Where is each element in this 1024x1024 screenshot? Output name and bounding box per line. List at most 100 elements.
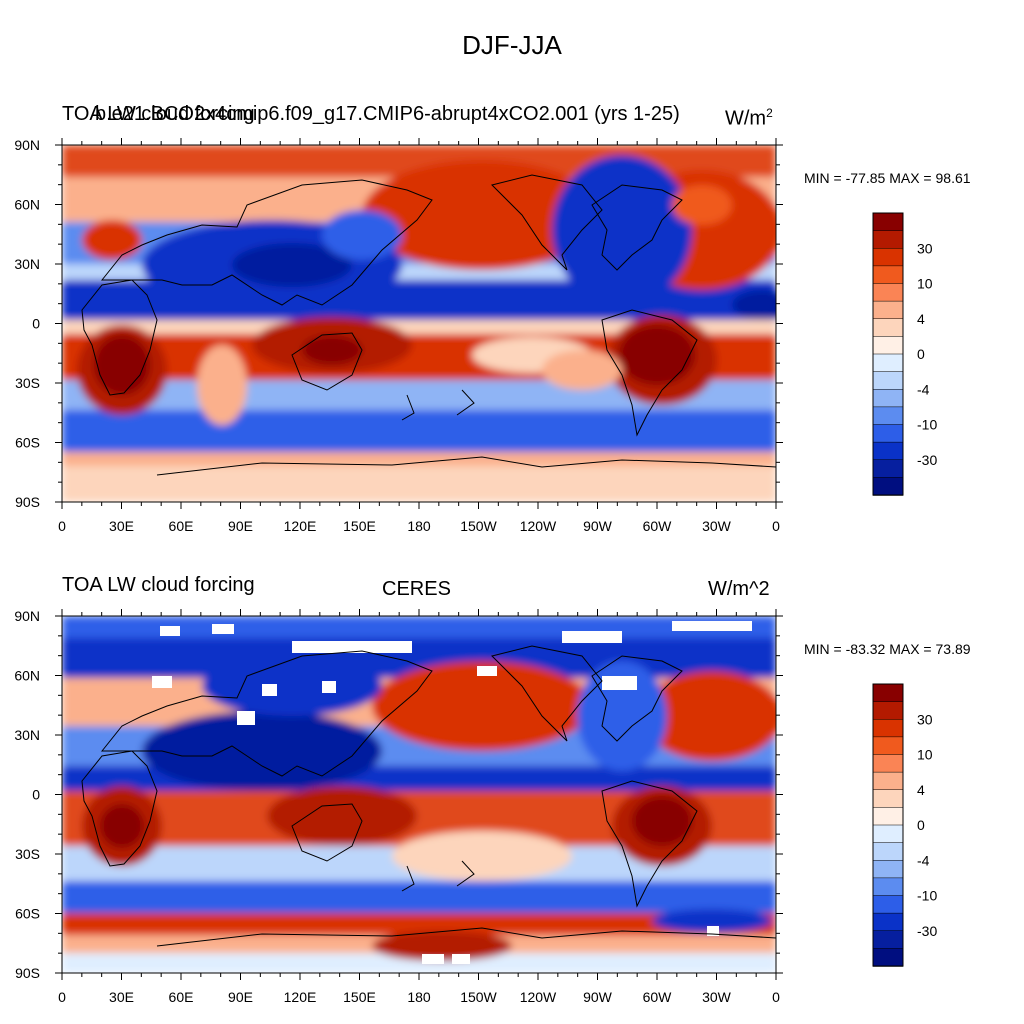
colorbar-label: -30 [917, 452, 937, 468]
x-tick-label: 90E [228, 518, 253, 534]
colorbar-box [872, 406, 904, 426]
colorbar-box [872, 824, 904, 844]
colorbar-box [872, 318, 904, 338]
x-tick-label: 180 [407, 989, 431, 1005]
panel2-field [62, 616, 776, 973]
map-panel-1: 0 30E 60E 90E 120E 150E 180 150W 120W 90W 60W 30W 0 9… [14, 137, 783, 534]
colorbar-box [872, 754, 904, 773]
colorbar-1: 30 10 4 0 -4 -10 -30 [872, 212, 937, 496]
colorbar-label: -30 [917, 923, 937, 939]
y-tick-label: 90N [14, 137, 40, 153]
colorbar-label: -10 [917, 417, 937, 433]
colorbar-box [872, 771, 904, 791]
panel1-center-title: b.e21.BCO2x4cmip6.f09_g17.CMIP6-abrupt4x… [95, 103, 680, 125]
colorbar-box [872, 701, 904, 720]
y-tick-label: 60S [15, 906, 40, 922]
colorbar-box [872, 441, 904, 461]
y-tick-label: 90S [15, 494, 40, 510]
x-tick-label: 120W [520, 989, 557, 1005]
x-tick-label: 150W [460, 989, 497, 1005]
colorbar-box [872, 948, 904, 967]
x-tick-label: 150E [343, 989, 376, 1005]
colorbar-box [872, 353, 904, 373]
colorbar-box [872, 424, 904, 443]
panel1-units: W/m2 [725, 106, 773, 131]
y-tick-label: 60N [14, 668, 40, 684]
x-tick-label: 120E [284, 989, 317, 1005]
x-tick-label: 0 [772, 989, 780, 1005]
y-tick-label: 0 [32, 787, 40, 803]
colorbar-label: -4 [917, 852, 930, 868]
colorbar-box [872, 283, 904, 302]
colorbar-label: -10 [917, 888, 937, 904]
colorbar-label: 30 [917, 240, 933, 256]
colorbar-box [872, 230, 904, 249]
colorbar-box [872, 248, 904, 267]
colorbar-box [872, 459, 904, 479]
colorbar-box [872, 477, 904, 496]
colorbar-box [872, 860, 904, 879]
colorbar-label: 4 [917, 311, 925, 327]
colorbar-label: 10 [917, 747, 933, 763]
x-tick-label: 30W [702, 518, 732, 534]
x-tick-label: 30E [109, 518, 134, 534]
y-tick-label: 30S [15, 375, 40, 391]
panel2-axes: 0 30E 60E 90E 120E 150E 180 150W 120W 90W 60W 30W 0 9… [14, 608, 783, 1005]
panel1-units-text: W/m [725, 107, 767, 130]
x-tick-label: 180 [407, 518, 431, 534]
colorbar-box [872, 212, 904, 232]
y-tick-label: 30S [15, 846, 40, 862]
x-tick-label: 150W [460, 518, 497, 534]
y-tick-label: 90N [14, 608, 40, 624]
x-tick-label: 60W [643, 989, 673, 1005]
panel2-units: W/m^2 [708, 578, 770, 600]
colorbar-label: 30 [917, 711, 933, 727]
colorbar-box [872, 842, 904, 861]
colorbar-box [872, 389, 904, 408]
colorbar-label: 10 [917, 276, 933, 292]
x-tick-label: 60E [169, 518, 194, 534]
panel1-units-superscript: 2 [766, 106, 773, 120]
x-tick-label: 90W [583, 989, 613, 1005]
colorbar-label: 0 [917, 346, 925, 362]
colorbar-label: 4 [917, 782, 925, 798]
colorbar-2: 30 10 4 0 -4 -10 -30 [872, 683, 937, 967]
x-tick-label: 0 [772, 518, 780, 534]
figure-title: DJF-JJA [462, 30, 562, 60]
x-tick-label: 90E [228, 989, 253, 1005]
x-tick-label: 30E [109, 989, 134, 1005]
colorbar-box [872, 789, 904, 809]
colorbar-box [872, 300, 904, 320]
panel1-coastlines [81, 174, 777, 476]
y-tick-label: 0 [32, 316, 40, 332]
x-tick-label: 0 [58, 518, 66, 534]
colorbar-box [872, 336, 904, 355]
colorbar-box [872, 877, 904, 897]
panel1-axes: 0 30E 60E 90E 120E 150E 180 150W 120W 90W 60W 30W 0 9… [14, 137, 783, 534]
colorbar-box [872, 265, 904, 285]
panel2-coastlines [81, 645, 777, 947]
colorbar-box [872, 719, 904, 738]
colorbar-box [872, 371, 904, 390]
x-tick-label: 0 [58, 989, 66, 1005]
panel2-min-max: MIN = -83.32 MAX = 73.89 [804, 641, 971, 657]
panel2-left-title: TOA LW cloud forcing [62, 574, 255, 596]
x-tick-label: 60E [169, 989, 194, 1005]
y-tick-label: 30N [14, 727, 40, 743]
panel1-field [62, 145, 776, 502]
colorbar-box [872, 912, 904, 932]
x-tick-label: 30W [702, 989, 732, 1005]
colorbar-box [872, 930, 904, 950]
colorbar-label: 0 [917, 817, 925, 833]
x-tick-label: 90W [583, 518, 613, 534]
y-tick-label: 30N [14, 256, 40, 272]
colorbar-box [872, 895, 904, 914]
colorbar-frame [872, 683, 904, 967]
colorbar-label: -4 [917, 381, 930, 397]
map-panel-2: 0 30E 60E 90E 120E 150E 180 150W 120W 90W 60W 30W 0 9… [14, 608, 783, 1005]
x-tick-label: 60W [643, 518, 673, 534]
colorbar-frame [872, 212, 904, 496]
x-tick-label: 120W [520, 518, 557, 534]
colorbar-box [872, 807, 904, 826]
